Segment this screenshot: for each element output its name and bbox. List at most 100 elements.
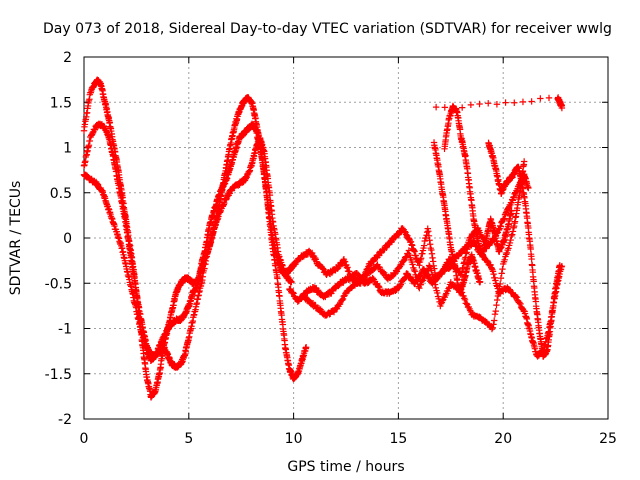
data-point: [485, 100, 492, 107]
data-point: [476, 100, 483, 108]
y-axis-label: SDTVAR / TECUs: [8, 181, 24, 296]
data-point: [490, 321, 497, 328]
y-tick-label: -1: [58, 322, 72, 338]
x-tick-label: 0: [80, 431, 89, 447]
data-point: [491, 317, 498, 324]
data-point: [405, 247, 413, 254]
data-point: [502, 99, 509, 106]
data-point: [506, 239, 514, 247]
data-point: [508, 207, 515, 214]
data-point: [502, 251, 510, 258]
data-point: [497, 274, 505, 282]
data-point: [476, 278, 484, 286]
data-point: [441, 104, 449, 111]
data-point: [461, 296, 469, 304]
data-point: [461, 295, 468, 302]
data-point: [439, 297, 446, 304]
data-point: [410, 266, 418, 274]
data-point: [467, 307, 474, 314]
data-point: [417, 281, 425, 288]
series-track-10: [432, 94, 566, 112]
x-tick-label: 20: [494, 431, 512, 447]
data-point: [354, 280, 361, 287]
data-point: [431, 281, 439, 288]
data-point: [507, 236, 514, 244]
x-tick-labels: 0 5 10 15 20 25: [80, 431, 617, 447]
data-point: [416, 284, 423, 292]
data-point: [409, 261, 416, 268]
data-point: [501, 256, 508, 263]
data-point: [558, 104, 566, 112]
y-tick-label: -1.5: [45, 367, 72, 383]
data-point: [493, 101, 501, 108]
data-point: [363, 272, 371, 279]
chart-title: Day 073 of 2018, Sidereal Day-to-day VTE…: [43, 21, 612, 37]
data-point: [458, 104, 466, 111]
data-point: [302, 343, 310, 351]
y-tick-label: 0.5: [50, 186, 72, 202]
data-point: [488, 325, 496, 333]
data-point: [388, 273, 395, 281]
series-track-9: [485, 139, 563, 360]
data-point: [419, 277, 427, 284]
data-point: [556, 262, 563, 269]
data-point: [492, 307, 499, 315]
data-point: [545, 94, 553, 102]
data-point: [498, 270, 505, 277]
data-point: [482, 317, 489, 325]
data-point: [519, 98, 527, 106]
x-tick-label: 10: [285, 431, 303, 447]
data-point: [376, 264, 383, 271]
y-tick-label: 1: [63, 141, 72, 157]
y-tick-label: 2: [63, 50, 72, 66]
data-point: [528, 98, 535, 105]
data-point: [525, 184, 532, 192]
y-tick-label: -2: [58, 412, 72, 428]
x-tick-label: 15: [389, 431, 407, 447]
data-point: [499, 265, 506, 273]
data-point: [411, 268, 419, 275]
data-point: [493, 301, 500, 309]
data-point: [421, 274, 428, 281]
x-tick-label: 5: [184, 431, 193, 447]
data-point: [537, 95, 544, 102]
data-point: [413, 276, 421, 283]
data-point: [503, 249, 511, 257]
axis-ticks: [83, 56, 609, 420]
data-point: [432, 284, 440, 292]
y-tick-label: 0: [63, 231, 72, 247]
x-axis-label: GPS time / hours: [287, 459, 404, 475]
y-tick-labels: -2 -1.5 -1 -0.5 0 0.5 1 1.5 2: [45, 50, 72, 428]
data-point: [437, 300, 445, 307]
data-point: [428, 267, 435, 274]
data-point: [509, 228, 517, 235]
data-point: [434, 289, 441, 297]
x-tick-label: 25: [599, 431, 617, 447]
data-point: [489, 324, 496, 331]
y-tick-label: -0.5: [45, 276, 72, 292]
data-point: [528, 255, 535, 263]
data-point: [418, 278, 425, 285]
series-track-4: [286, 238, 566, 360]
data-point: [398, 261, 405, 268]
series-track-8: [430, 139, 484, 296]
data-point: [288, 278, 295, 286]
data-point: [266, 191, 274, 199]
data-point: [505, 245, 512, 252]
data-point: [467, 101, 475, 109]
data-point: [520, 158, 528, 165]
data-point: [445, 285, 452, 292]
data-point: [432, 103, 440, 111]
data-point: [508, 231, 516, 238]
data-point: [491, 310, 499, 318]
data-point: [431, 278, 438, 285]
data-points: [80, 76, 566, 401]
data-point: [435, 295, 443, 302]
data-point: [511, 99, 518, 106]
data-point: [339, 296, 346, 304]
data-point: [497, 280, 504, 288]
data-point: [463, 300, 470, 307]
data-point: [495, 290, 502, 297]
data-point: [430, 277, 437, 285]
